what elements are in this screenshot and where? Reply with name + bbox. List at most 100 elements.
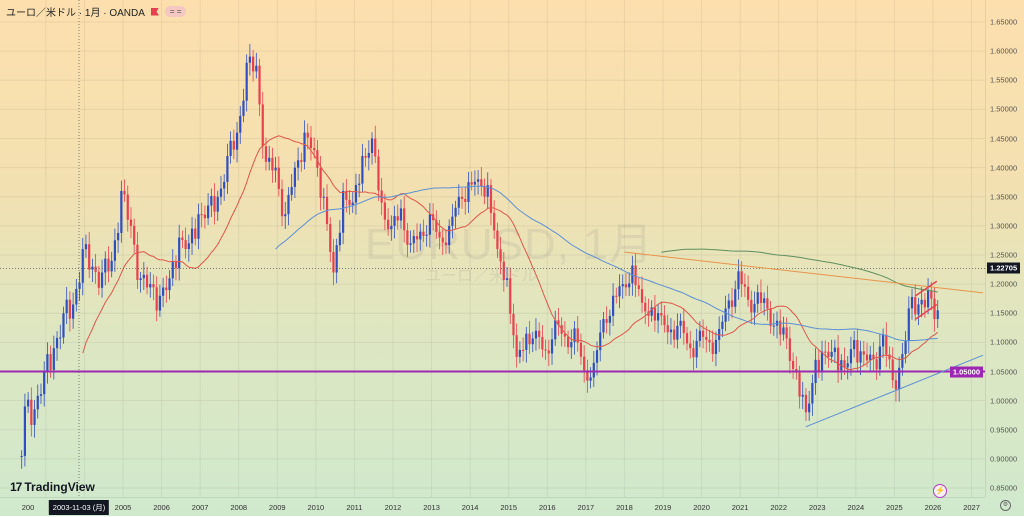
- candle-body: [393, 216, 396, 226]
- candle-body: [914, 296, 917, 315]
- candle-body: [152, 284, 155, 288]
- symbol-header[interactable]: ユーロ／米ドル · 1月 · OANDA = =: [6, 4, 187, 19]
- price-plot[interactable]: [0, 0, 985, 497]
- price-tick-label: 1.05000: [990, 367, 1018, 376]
- candle-body: [383, 202, 386, 220]
- price-tick-label: 1.00000: [990, 396, 1018, 406]
- candle-body: [100, 272, 104, 288]
- candle-body: [499, 249, 502, 262]
- candle-body: [534, 330, 538, 339]
- candle-body: [602, 319, 605, 333]
- time-tick-label: 2013: [423, 503, 440, 512]
- candle-body: [245, 62, 248, 101]
- candle-body: [592, 362, 595, 378]
- candle-body: [541, 336, 544, 350]
- candle-body: [737, 271, 740, 290]
- candle-body: [52, 348, 55, 370]
- candle-body: [798, 372, 801, 397]
- time-tick-label: 2021: [731, 503, 749, 512]
- candle-body: [486, 185, 489, 197]
- flag-icon[interactable]: [150, 7, 159, 16]
- candle-body: [181, 237, 184, 241]
- tradingview-logo[interactable]: 17 TradingView: [10, 480, 95, 494]
- candle-body: [255, 65, 258, 72]
- candle-body: [107, 258, 110, 272]
- candle-body: [59, 337, 62, 339]
- price-tick-label: 1.55000: [990, 75, 1018, 85]
- candle-body: [23, 406, 27, 456]
- time-tick-label: 2012: [384, 503, 402, 512]
- candle-body: [714, 339, 718, 354]
- candle-body: [650, 307, 653, 316]
- candle-body: [666, 325, 669, 333]
- candle-body: [531, 338, 534, 345]
- lightning-icon[interactable]: ⚡: [933, 484, 947, 498]
- candle-body: [287, 194, 290, 215]
- time-tick-label: 2020: [693, 503, 710, 512]
- candle-body: [55, 337, 59, 349]
- candle-body: [518, 349, 521, 357]
- candle-body: [936, 310, 939, 320]
- candle-body: [454, 207, 457, 217]
- candle-body: [673, 329, 676, 340]
- candle-body: [419, 231, 422, 240]
- candle-body: [120, 190, 123, 233]
- candle-body: [448, 225, 451, 246]
- candle-body: [319, 167, 322, 198]
- candle-body: [274, 167, 277, 171]
- candle-body: [207, 205, 210, 219]
- candle-body: [68, 299, 72, 319]
- candle-body: [322, 196, 325, 198]
- indicator-toggle-pill[interactable]: = =: [164, 6, 187, 17]
- candle-body: [197, 214, 200, 239]
- candle-body: [746, 286, 750, 300]
- price-tick-label: 1.65000: [990, 17, 1018, 27]
- candle-body: [133, 225, 136, 245]
- candle-body: [711, 342, 714, 354]
- candle-body: [261, 104, 264, 147]
- time-axis[interactable]: 2027 2026 2025 2024 2023 2022 2021 2020 2019 2018…: [0, 497, 985, 517]
- candle-body: [403, 208, 406, 231]
- candle-body: [727, 300, 730, 309]
- symbol-title[interactable]: ユーロ／米ドル · 1月 · OANDA: [6, 8, 145, 19]
- candle-body: [820, 351, 824, 371]
- candle-body: [20, 455, 23, 457]
- candle-body: [235, 132, 239, 150]
- candle-body: [268, 157, 271, 162]
- candle-body: [306, 132, 309, 138]
- candle-body: [290, 186, 293, 195]
- candle-body: [72, 304, 75, 319]
- candle-body: [682, 320, 685, 334]
- candle-body: [811, 383, 814, 404]
- candle-body: [599, 332, 602, 351]
- candle-body: [239, 115, 242, 133]
- candle-body: [190, 228, 194, 244]
- candle-body: [390, 225, 393, 230]
- candle-body: [550, 339, 554, 354]
- candle-body: [460, 196, 464, 199]
- watermark-ticker: EURUSD, 1月: [365, 220, 654, 269]
- candle-body: [210, 195, 213, 206]
- candle-body: [219, 188, 223, 197]
- candle-body: [422, 231, 425, 236]
- candle-body: [785, 327, 788, 339]
- price-axis[interactable]: 0.85000 0.90000 0.95000 1.00000 1.05000 1.100…: [985, 0, 1024, 497]
- candle-body: [631, 265, 634, 284]
- channel-lower: [915, 303, 938, 320]
- price-tick-label: 1.50000: [990, 104, 1018, 114]
- support-price-badge: 1.05000: [949, 366, 983, 377]
- candle-body: [898, 367, 901, 390]
- resistance-trendline: [624, 251, 984, 294]
- time-tick-label: 2027: [963, 503, 980, 512]
- candle-body: [894, 380, 898, 390]
- candle-body: [293, 167, 296, 187]
- candle-body: [862, 351, 865, 355]
- candle-body: [81, 249, 84, 283]
- candle-body: [656, 312, 660, 321]
- settings-icon[interactable]: ⚙: [1000, 500, 1011, 511]
- time-tick-label: 2025: [886, 503, 903, 512]
- candle-body: [168, 278, 171, 291]
- candle-body: [743, 284, 746, 287]
- candle-body: [370, 138, 374, 154]
